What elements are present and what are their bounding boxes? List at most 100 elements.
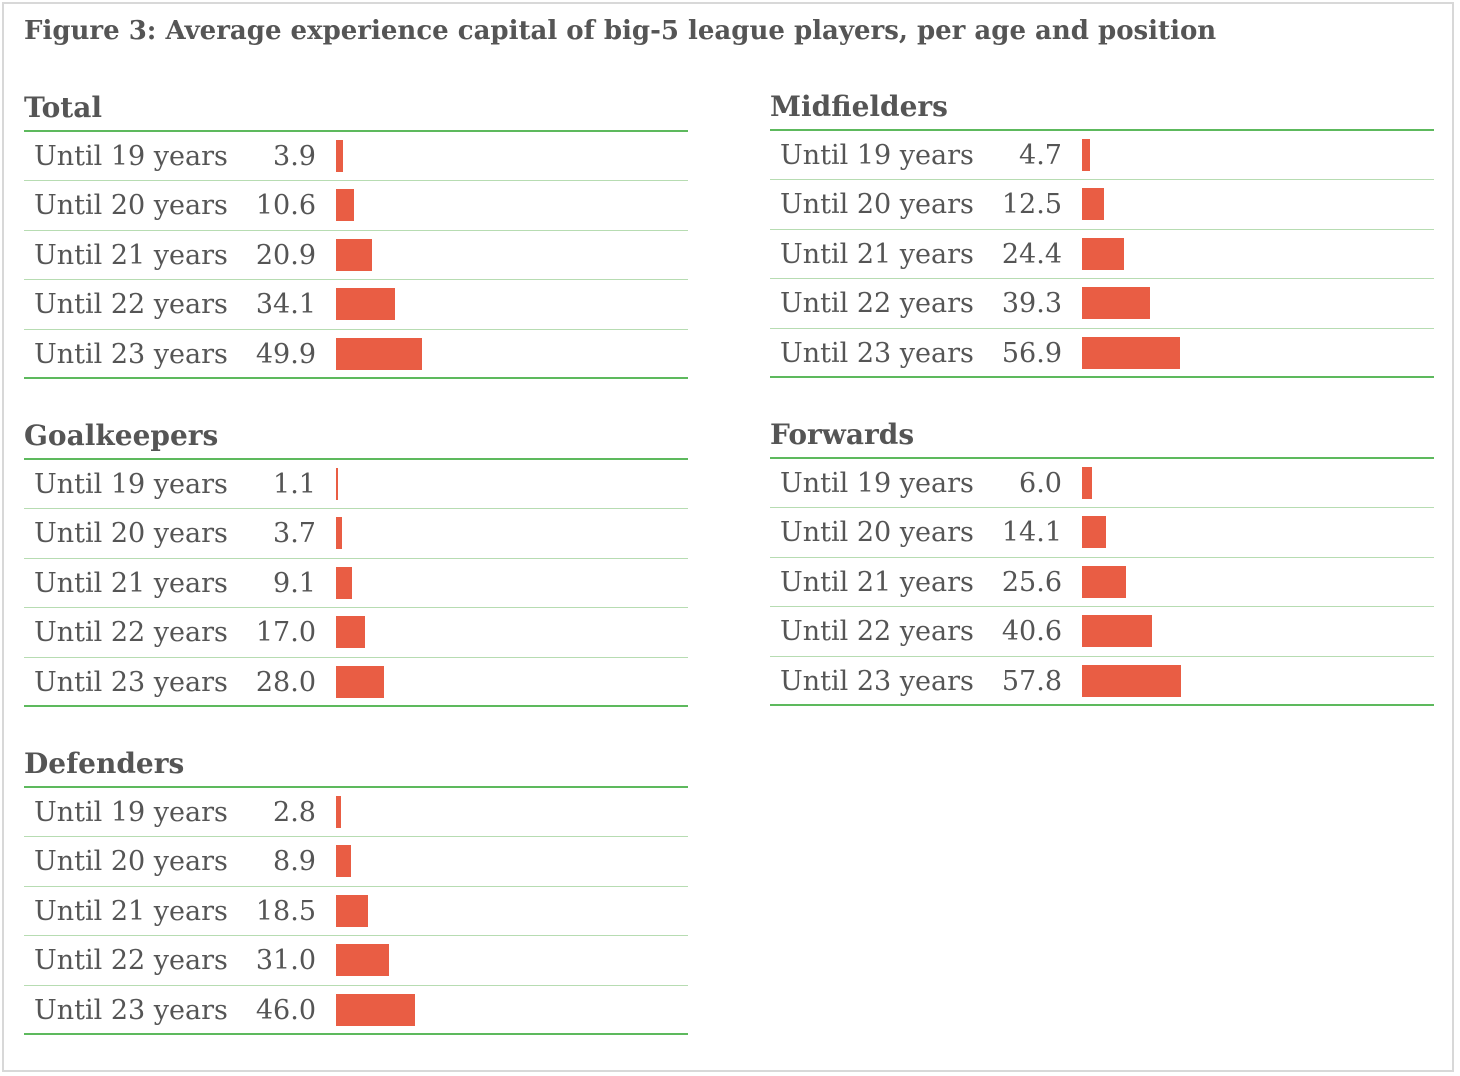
table-row: Until 19 years 4.7 <box>770 131 1434 181</box>
table-row: Until 19 years 6.0 <box>770 459 1434 509</box>
value-label: 49.9 <box>255 338 316 370</box>
bar <box>1082 467 1093 499</box>
category-label: Until 22 years <box>34 945 228 977</box>
bar <box>336 566 352 599</box>
table-row: Until 22 years 31.0 <box>24 936 688 986</box>
category-label: Until 22 years <box>780 288 974 320</box>
value-label: 56.9 <box>1001 337 1062 369</box>
bar <box>336 665 385 698</box>
category-label: Until 20 years <box>34 846 228 878</box>
category-label: Until 23 years <box>34 994 228 1026</box>
panel-title: Goalkeepers <box>24 416 688 460</box>
table-row: Until 23 years 57.8 <box>770 657 1434 706</box>
value-label: 3.7 <box>273 518 316 550</box>
bar <box>1082 664 1182 697</box>
category-label: Until 19 years <box>34 797 228 828</box>
panel-rows: Until 19 years 1.1 Until 20 years 3.7 Until … <box>24 460 688 707</box>
bar <box>336 894 368 927</box>
value-label: 12.5 <box>1001 189 1062 221</box>
table-row: Until 21 years 25.6 <box>770 558 1434 608</box>
bar <box>336 468 338 500</box>
value-label: 10.6 <box>255 190 316 222</box>
value-label: 24.4 <box>1001 238 1062 270</box>
table-row: Until 23 years 49.9 <box>24 330 688 379</box>
bar <box>336 140 343 172</box>
category-label: Until 21 years <box>34 239 228 271</box>
value-label: 25.6 <box>1001 566 1062 598</box>
bar <box>1082 139 1091 171</box>
panel-rows: Until 19 years 6.0 Until 20 years 14.1 Until… <box>770 459 1434 706</box>
panel-title: Midfielders <box>770 87 1434 131</box>
value-label: 17.0 <box>255 617 316 649</box>
panel-goalkeepers: Goalkeepers Until 19 years 1.1 Until 20 ye… <box>24 416 688 707</box>
table-row: Until 23 years 28.0 <box>24 658 688 707</box>
value-label: 2.8 <box>273 797 316 828</box>
table-row: Until 21 years 20.9 <box>24 231 688 281</box>
category-label: Until 22 years <box>34 289 228 321</box>
category-label: Until 23 years <box>34 338 228 370</box>
figure-title: Figure 3: Average experience capital of … <box>24 16 1217 46</box>
category-label: Until 20 years <box>34 518 228 550</box>
table-row: Until 21 years 9.1 <box>24 559 688 609</box>
category-label: Until 23 years <box>780 665 974 697</box>
table-row: Until 23 years 56.9 <box>770 329 1434 378</box>
table-row: Until 20 years 12.5 <box>770 180 1434 230</box>
bar <box>336 288 395 321</box>
bar <box>336 944 390 977</box>
panel-title: Total <box>24 88 688 132</box>
category-label: Until 20 years <box>780 517 974 549</box>
value-label: 8.9 <box>273 846 316 878</box>
category-label: Until 21 years <box>780 566 974 598</box>
value-label: 39.3 <box>1001 288 1062 320</box>
table-row: Until 19 years 3.9 <box>24 132 688 182</box>
value-label: 46.0 <box>255 994 316 1026</box>
bar <box>336 238 372 271</box>
value-label: 6.0 <box>1019 468 1062 499</box>
value-label: 57.8 <box>1001 665 1062 697</box>
table-row: Until 20 years 8.9 <box>24 837 688 887</box>
value-label: 18.5 <box>255 895 316 927</box>
bar <box>1082 565 1127 598</box>
bar <box>336 337 422 370</box>
category-label: Until 19 years <box>780 140 974 171</box>
value-label: 9.1 <box>273 567 316 599</box>
category-label: Until 23 years <box>34 666 228 698</box>
value-label: 3.9 <box>273 141 316 172</box>
panel-rows: Until 19 years 3.9 Until 20 years 10.6 Until… <box>24 132 688 379</box>
value-label: 20.9 <box>255 239 316 271</box>
table-row: Until 21 years 18.5 <box>24 887 688 937</box>
table-row: Until 22 years 39.3 <box>770 279 1434 329</box>
category-label: Until 22 years <box>780 616 974 648</box>
panel-defenders: Defenders Until 19 years 2.8 Until 20 year… <box>24 744 688 1035</box>
bar <box>1082 336 1180 369</box>
bar <box>336 845 352 878</box>
bar <box>1082 188 1104 221</box>
panel-rows: Until 19 years 2.8 Until 20 years 8.9 Until … <box>24 788 688 1035</box>
bar <box>336 517 343 550</box>
panel-title: Forwards <box>770 415 1434 459</box>
table-row: Until 23 years 46.0 <box>24 986 688 1035</box>
category-label: Until 21 years <box>34 567 228 599</box>
panel-total: Total Until 19 years 3.9 Until 20 years 10.… <box>24 88 688 379</box>
category-label: Until 22 years <box>34 617 228 649</box>
category-label: Until 19 years <box>34 469 228 500</box>
panel-rows: Until 19 years 4.7 Until 20 years 12.5 Until… <box>770 131 1434 378</box>
panel-title: Defenders <box>24 744 688 788</box>
bar <box>336 189 355 222</box>
category-label: Until 19 years <box>34 141 228 172</box>
table-row: Until 22 years 17.0 <box>24 608 688 658</box>
value-label: 28.0 <box>255 666 316 698</box>
panel-midfielders: Midfielders Until 19 years 4.7 Until 20 ye… <box>770 87 1434 378</box>
category-label: Until 20 years <box>34 190 228 222</box>
category-label: Until 19 years <box>780 468 974 499</box>
bar <box>1082 516 1107 549</box>
category-label: Until 21 years <box>34 895 228 927</box>
table-row: Until 20 years 14.1 <box>770 508 1434 558</box>
category-label: Until 20 years <box>780 189 974 221</box>
table-row: Until 19 years 2.8 <box>24 788 688 838</box>
bar <box>1082 615 1152 648</box>
table-row: Until 22 years 40.6 <box>770 607 1434 657</box>
value-label: 31.0 <box>255 945 316 977</box>
category-label: Until 21 years <box>780 238 974 270</box>
